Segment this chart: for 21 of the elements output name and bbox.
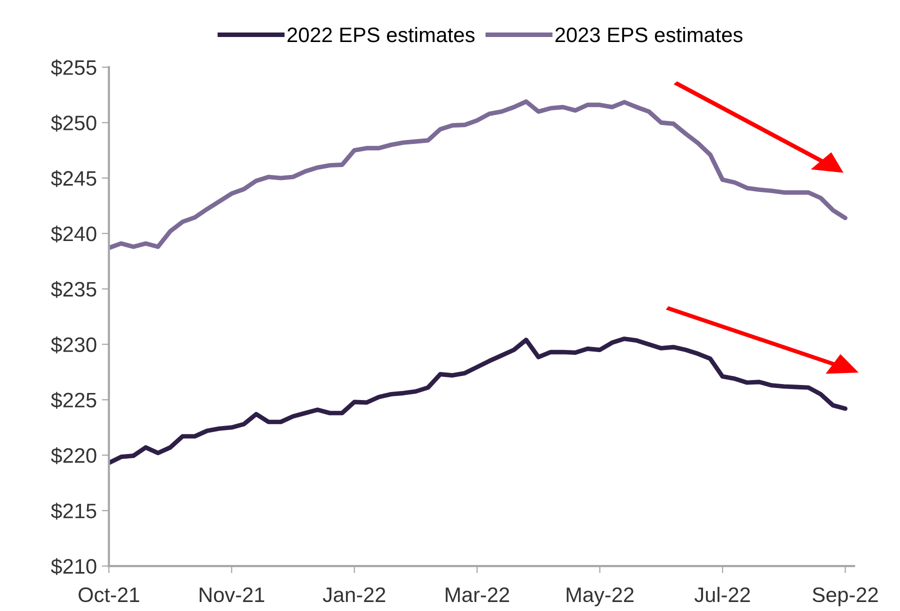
x-tick-label: Mar-22 xyxy=(446,587,510,602)
y-tick-label: $230 xyxy=(50,336,96,354)
y-tick-label: $215 xyxy=(50,502,96,520)
x-tick-label: May-22 xyxy=(566,587,634,606)
legend-label: 2022 EPS estimates xyxy=(288,26,475,42)
y-tick-label: $225 xyxy=(50,392,96,409)
y-tick-label: $250 xyxy=(50,114,96,132)
x-tick-label: Jul-22 xyxy=(694,586,750,602)
y-tick-label: $255 xyxy=(50,59,96,76)
x-tick-label: Oct-21 xyxy=(78,587,140,602)
y-tick-label: $245 xyxy=(50,170,96,188)
legend-label: 2023 EPS estimates xyxy=(555,26,742,42)
y-tick-label: $220 xyxy=(50,447,96,464)
y-tick-label: $240 xyxy=(50,226,96,242)
y-tick-label: $235 xyxy=(50,281,96,298)
x-tick-label: Sep-22 xyxy=(812,587,878,606)
line-series xyxy=(108,99,848,250)
y-tick-label: $210 xyxy=(50,558,96,576)
x-tick-label: Jan-22 xyxy=(322,587,386,602)
x-tick-label: Nov-21 xyxy=(200,587,264,602)
line-series xyxy=(108,336,848,466)
